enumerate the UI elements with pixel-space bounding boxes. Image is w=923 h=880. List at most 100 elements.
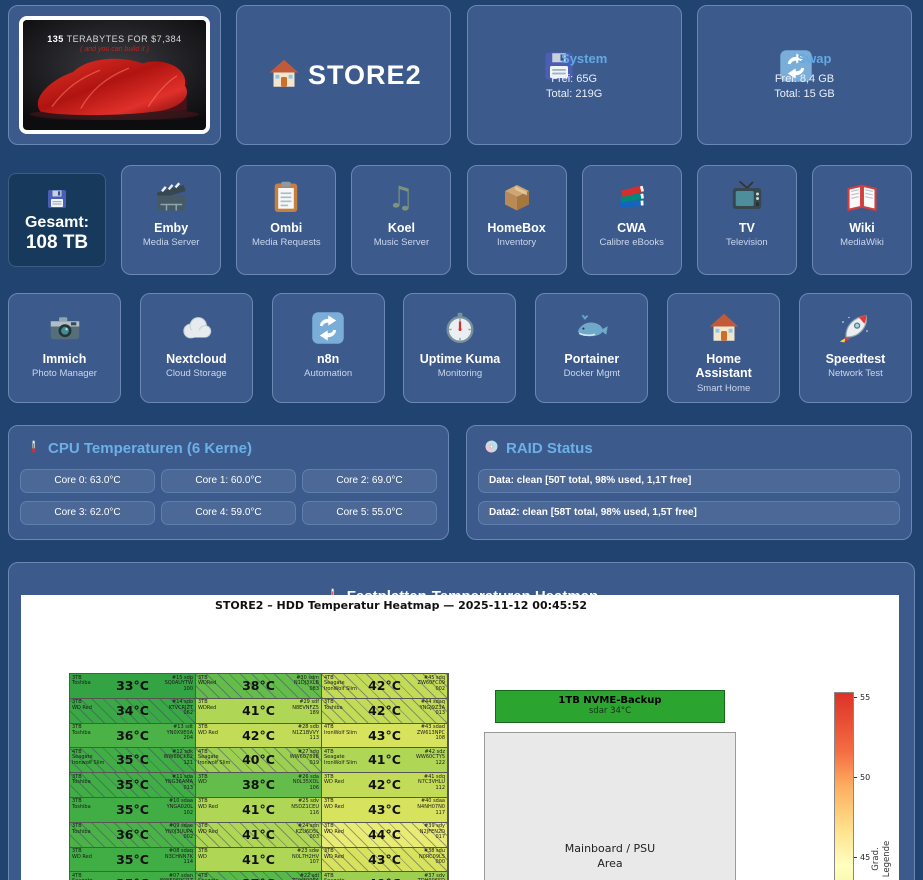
swap-free: Frei: 8,4 GB	[774, 73, 835, 86]
disk-temperature: 33°C	[116, 678, 149, 693]
tile-subtitle: Docker Mgmt	[563, 368, 621, 380]
app-tile-uptime-kuma[interactable]: Uptime Kuma Monitoring	[403, 293, 517, 403]
legend-tick-55: 55	[854, 693, 885, 702]
house-icon	[706, 310, 742, 346]
disk-id-serial: #26 sda N0L35XDL 106	[292, 773, 319, 791]
tile-name: HomeBox	[487, 221, 546, 235]
disk-label: 4TB Seagate Ironwolf	[198, 872, 219, 880]
app-tile-tv[interactable]: TV Television	[696, 165, 797, 275]
app-tile-immich[interactable]: Immich Photo Manager	[8, 293, 121, 403]
tile-subtitle: Monitoring	[437, 368, 483, 380]
app-tile-home-assistant[interactable]: Home Assistant Smart Home	[667, 293, 781, 403]
heatmap-cell-27sdg: 4TB Seagate Ironwolf Slim 40°C #27 sdg WW6…	[196, 748, 322, 774]
nvme-title: 1TB NVME-Backup	[558, 695, 662, 706]
disk-label: 3TB Toshiba	[72, 823, 91, 835]
tile-subtitle: Automation	[304, 368, 353, 380]
disk-temperature: 42°C	[368, 777, 401, 793]
tile-name: Speedtest	[825, 352, 886, 366]
heatmap-cell-23sdw: 3TB WD 41°C #23 sdw N0L7H2HV 107	[196, 847, 322, 873]
promo-headline: 135 TERABYTES FOR $7,384	[47, 34, 182, 44]
tile-name: Ombi	[270, 221, 303, 235]
disk-label: 3TB Toshiba	[72, 798, 91, 811]
cpu-core-chip: Core 2: 69.0°C	[302, 469, 437, 493]
heatmap-cell-26sda: 3TB WD 38°C #26 sda N0L35XDL 106	[196, 773, 322, 798]
heatmap-cell-10sdaa: 3TB Toshiba 35°C #10 sdaa YNGA020L 102	[70, 797, 196, 823]
disk-label: 4TB Seagate IronWolf Slim	[324, 748, 357, 767]
heatmap-grid: 3TB Toshiba 33°C #15 sdp SQ0AUYTW 100 3TB W…	[69, 673, 449, 880]
hatch-overlay	[70, 822, 195, 847]
tile-subtitle: Cloud Storage	[165, 368, 227, 380]
status-panel-row: CPU Temperaturen (6 Kerne) Core 0: 63.0°…	[8, 425, 912, 540]
disk-id-serial: #24 sdn KZU6D5L 003	[295, 823, 319, 841]
disk-id-serial: #29 sdf N8EVNFZ5 189	[292, 699, 319, 717]
open-book-icon	[844, 179, 880, 215]
tile-name: Home Assistant	[695, 352, 752, 381]
heatmap-cell-12sdk: 4TB Seagate Ironwolf Slim 35°C #12 sdk WW6…	[70, 748, 196, 774]
app-tile-ombi[interactable]: Ombi Media Requests	[236, 165, 337, 275]
disk-label: 3TB WD Red	[198, 798, 218, 811]
cpu-temperatures-panel: CPU Temperaturen (6 Kerne) Core 0: 63.0°…	[8, 425, 449, 540]
raid-panel-title: RAID Status	[506, 440, 593, 457]
cpu-panel-title: CPU Temperaturen (6 Kerne)	[48, 440, 252, 457]
app-tile-speedtest[interactable]: Speedtest Network Test	[798, 293, 912, 403]
app-tile-homebox[interactable]: HomeBox Inventory	[466, 165, 567, 275]
disk-label: 4TB IronWolf Slim	[324, 724, 357, 736]
package-icon	[499, 179, 535, 215]
tile-name: Immich	[42, 352, 87, 366]
thermometer-icon	[26, 439, 41, 458]
heatmap-cell-37sdv: 4TB Seagate Ironwolf40°C#37 sdv ZDH906SD…	[322, 872, 448, 880]
heatmap-cell-40sdaa: 3TB WD Red 43°C #40 sdaa N4NH07N0 117	[322, 797, 448, 823]
app-tile-portainer[interactable]: Portainer Docker Mgmt	[535, 293, 649, 403]
heatmap-cell-29sdf: 3TB WDRed 41°C #29 sdf N8EVNFZ5 189	[196, 698, 322, 724]
app-tile-koel[interactable]: ♫ Koel Music Server	[351, 165, 452, 275]
disk-id-serial: #41 sdq N7C3VHLU 112	[418, 773, 445, 791]
promo-image-card[interactable]: 135 TERABYTES FOR $7,384 ( and you can b…	[8, 5, 221, 145]
app-tile-nextcloud[interactable]: Nextcloud Cloud Storage	[139, 293, 253, 403]
disk-id-serial: #13 sdt YN0X9E0A 204	[166, 724, 193, 742]
disk-temperature: 37°C	[196, 876, 321, 880]
heatmap-cell-38sdu: 3TB WD Red 43°C #38 sdu N0RC09L5 000	[322, 847, 448, 873]
app-tile-cwa[interactable]: CWA Calibre eBooks	[581, 165, 682, 275]
tile-subtitle: Television	[725, 237, 768, 249]
disk-id-serial: #42 sdz WW60CTY5 122	[415, 748, 445, 767]
hatch-overlay	[322, 847, 447, 872]
heatmap-cell-25sdv: 3TB WD Red 41°C #25 sdv N5DZ1CEU 116	[196, 797, 322, 823]
swap-arrows-icon	[778, 48, 812, 82]
store2-title-card: STORE2	[236, 5, 452, 145]
disk-id-serial: #07 sdan WW5069GRZ 116	[160, 872, 193, 880]
svg-text:♫: ♫	[388, 181, 415, 216]
cpu-core-chip: Core 4: 59.0°C	[161, 501, 296, 525]
red-cloth-illustration	[23, 20, 206, 121]
app-tile-wiki[interactable]: Wiki MediaWiki	[811, 165, 912, 275]
disk-label: 4TB Seagate Ironwolf Slim	[72, 748, 105, 767]
floppy-icon	[45, 187, 69, 211]
hdd-heatmap-panel: Festplatten-Temperaturen Heatmap STORE2 …	[8, 562, 915, 880]
app-tile-n8n[interactable]: n8n Automation	[271, 293, 385, 403]
disk-label: 3TB Toshiba	[72, 773, 91, 786]
disk-label: 4TB Seagate IronWolf Slim	[324, 674, 357, 692]
tv-icon	[729, 179, 765, 215]
disk-label: 4TB Seagate Ironwolf Slim	[198, 748, 231, 767]
disk-label: 3TB WDRed	[198, 674, 217, 687]
disk-label: 4TB Seagate Ironwolf	[324, 872, 345, 880]
hatch-overlay	[70, 698, 195, 723]
clapper-icon	[153, 179, 189, 215]
disk-temperature: 35°C	[70, 876, 195, 880]
hatch-overlay	[196, 822, 321, 847]
cpu-core-chip-grid: Core 0: 63.0°C Core 1: 60.0°C Core 2: 69.0…	[20, 469, 437, 525]
disk-label: 3TB WDRed	[198, 699, 217, 711]
disk-label: 3TB WD Red	[72, 848, 92, 860]
app-tile-emby[interactable]: Emby Media Server	[121, 165, 222, 275]
disk-id-serial: #12 sdk WW60CK62 121	[163, 748, 193, 767]
tile-name: Uptime Kuma	[419, 352, 501, 366]
cpu-core-chip: Core 0: 63.0°C	[20, 469, 155, 493]
hatch-overlay	[322, 674, 447, 698]
nvme-subtitle: sdar 34°C	[588, 706, 632, 716]
legend-tick-50: 50	[854, 773, 885, 782]
disk-id-serial: #23 sdw N0L7H2HV 107	[291, 848, 319, 866]
disk-temperature: 43°C	[368, 801, 401, 817]
disk-temperature: 42°C	[368, 702, 401, 718]
swap-label: Swap	[797, 50, 832, 66]
hatch-overlay	[322, 698, 447, 723]
disk-id-serial: #30 sdm N1DJ3XLB 083	[293, 674, 319, 692]
